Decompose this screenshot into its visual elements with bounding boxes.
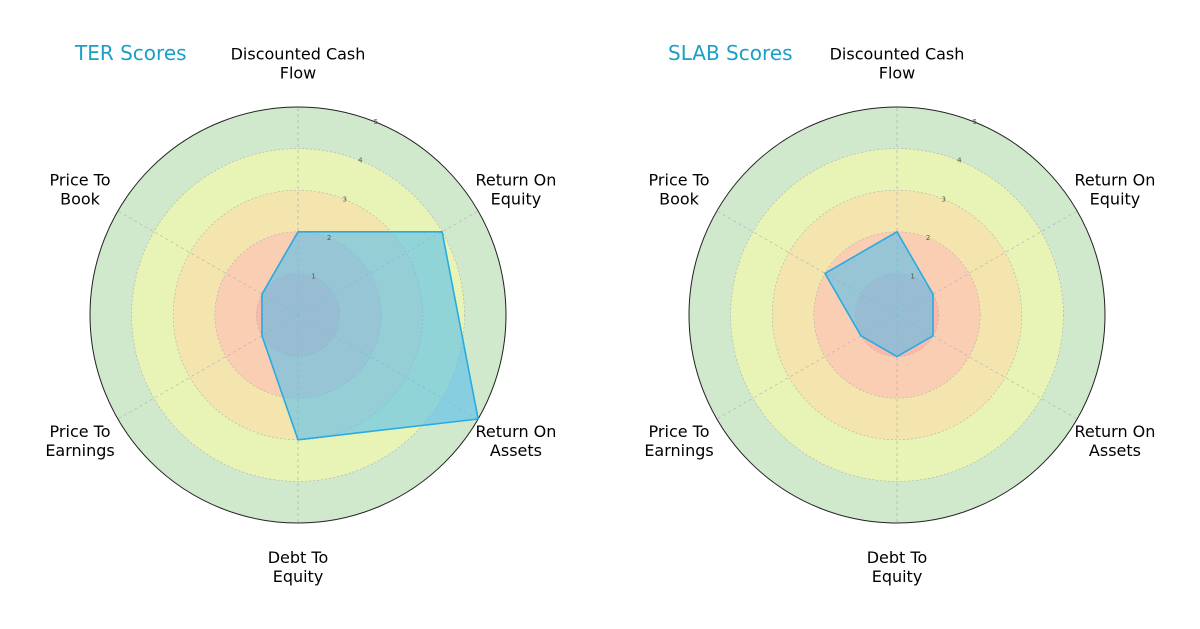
r-tick-label-3: 3 (942, 195, 946, 203)
grid-circle-4 (730, 148, 1064, 482)
spoke-return-on-assets (896, 314, 1078, 420)
slab-score-polygon (824, 231, 934, 358)
r-tick-label-2: 2 (926, 234, 930, 242)
axis-label-price-to-book: Price To Book (50, 170, 111, 208)
ter-score-polygon (261, 231, 479, 441)
outer-circle (89, 106, 507, 524)
ter-chart-title: TER Scores (74, 41, 187, 65)
grid-circle-2 (813, 231, 981, 399)
spoke-return-on-equity (896, 210, 1078, 316)
r-tick-label-2: 2 (327, 234, 331, 242)
spoke-price-to-book (117, 210, 299, 316)
r-tick-label-1: 1 (910, 272, 914, 280)
axis-label-price-to-earnings: Price To Earnings (45, 422, 114, 460)
grid-circle-3 (771, 189, 1023, 441)
spoke-price-to-earnings (716, 314, 898, 420)
outer-circle (688, 106, 1106, 524)
r-tick-label-4: 4 (358, 157, 363, 165)
axis-label-discounted-cash-flow: Discounted Cash Flow (830, 45, 965, 83)
axis-label-return-on-equity: Return On Equity (476, 170, 557, 208)
axis-label-discounted-cash-flow: Discounted Cash Flow (231, 45, 366, 83)
slab-chart-title: SLAB Scores (668, 41, 793, 65)
spoke-price-to-book (716, 210, 898, 316)
r-tick-label-5: 5 (973, 118, 977, 126)
r-tick-label-4: 4 (957, 157, 962, 165)
axis-label-return-on-assets: Return On Assets (476, 422, 557, 460)
axis-label-price-to-earnings: Price To Earnings (644, 422, 713, 460)
axis-label-return-on-assets: Return On Assets (1075, 422, 1156, 460)
slab-radar-panel: 1 2 3 4 5 Discounted Cash Flow Return On Equity R… (644, 41, 1155, 586)
r-tick-label-3: 3 (343, 195, 347, 203)
axis-label-return-on-equity: Return On Equity (1075, 170, 1156, 208)
axis-label-price-to-book: Price To Book (649, 170, 710, 208)
ter-radar-panel: 1 2 3 4 5 Discounted Cash Flow Return On Equity R… (45, 41, 556, 586)
axis-label-debt-to-equity: Debt To Equity (867, 548, 928, 586)
grid-circle-4 (131, 148, 465, 482)
r-tick-label-5: 5 (374, 118, 378, 126)
r-tick-label-1: 1 (311, 272, 315, 280)
spoke-price-to-earnings (117, 314, 299, 420)
axis-label-debt-to-equity: Debt To Equity (268, 548, 329, 586)
